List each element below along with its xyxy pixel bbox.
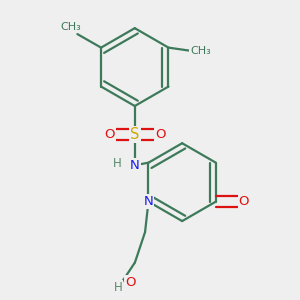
Text: N: N bbox=[144, 195, 153, 208]
Text: H: H bbox=[114, 281, 122, 294]
Text: N: N bbox=[130, 159, 140, 172]
Text: H: H bbox=[112, 157, 121, 170]
Text: CH₃: CH₃ bbox=[190, 46, 211, 56]
Text: O: O bbox=[125, 276, 135, 289]
Text: O: O bbox=[155, 128, 165, 141]
Text: S: S bbox=[130, 127, 140, 142]
Text: O: O bbox=[239, 195, 249, 208]
Text: O: O bbox=[104, 128, 115, 141]
Text: CH₃: CH₃ bbox=[60, 22, 81, 32]
